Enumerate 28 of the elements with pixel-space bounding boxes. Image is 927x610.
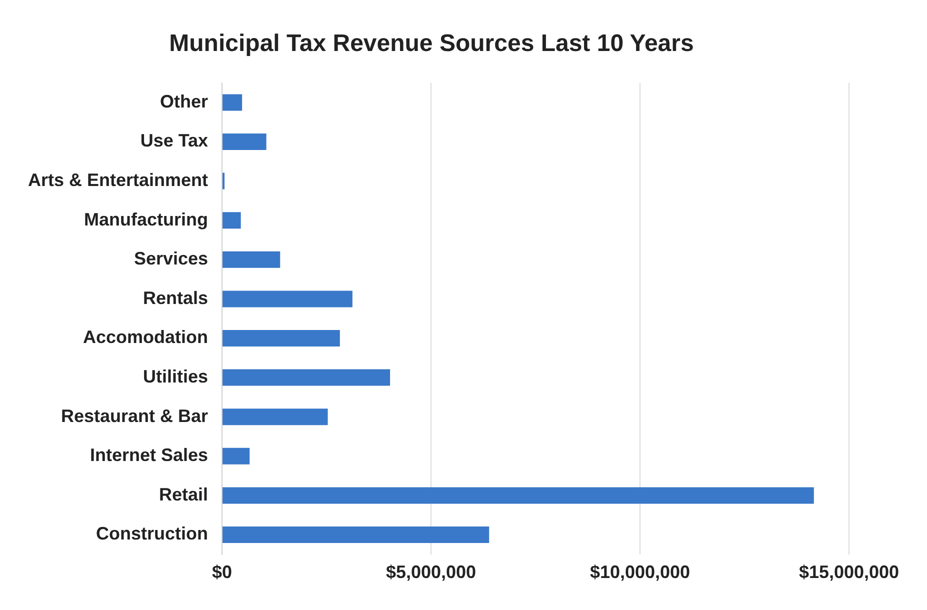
y-tick-label: Use Tax <box>140 130 208 151</box>
x-tick-label: $10,000,000 <box>590 562 690 582</box>
chart-title: Municipal Tax Revenue Sources Last 10 Years <box>169 30 694 58</box>
bar <box>222 487 814 504</box>
bar <box>222 94 242 111</box>
y-tick-label: Retail <box>158 484 208 504</box>
y-tick-label: Manufacturing <box>84 209 208 230</box>
x-tick-label: $0 <box>212 562 232 582</box>
y-tick-label: Arts & Entertainment <box>28 170 208 190</box>
bar <box>222 408 328 426</box>
y-tick-label: Other <box>160 91 208 112</box>
bar <box>222 369 390 386</box>
bar <box>222 212 241 229</box>
bar <box>222 448 250 464</box>
y-tick-label: Internet Sales <box>90 445 208 466</box>
y-tick-label: Rentals <box>142 288 208 308</box>
y-tick-label: Accomodation <box>83 327 208 348</box>
x-tick-label: $5,000,000 <box>386 562 476 582</box>
bar <box>222 251 280 268</box>
y-tick-label: Restaurant & Bar <box>60 406 208 426</box>
y-tick-label: Utilities <box>143 366 208 387</box>
y-tick-label: Construction <box>96 524 208 544</box>
bar <box>222 526 490 544</box>
bar <box>222 330 340 347</box>
y-tick-label: Services <box>134 248 208 269</box>
bar <box>222 133 266 150</box>
x-tick-label: $15,000,000 <box>798 562 900 582</box>
bar <box>222 290 352 308</box>
